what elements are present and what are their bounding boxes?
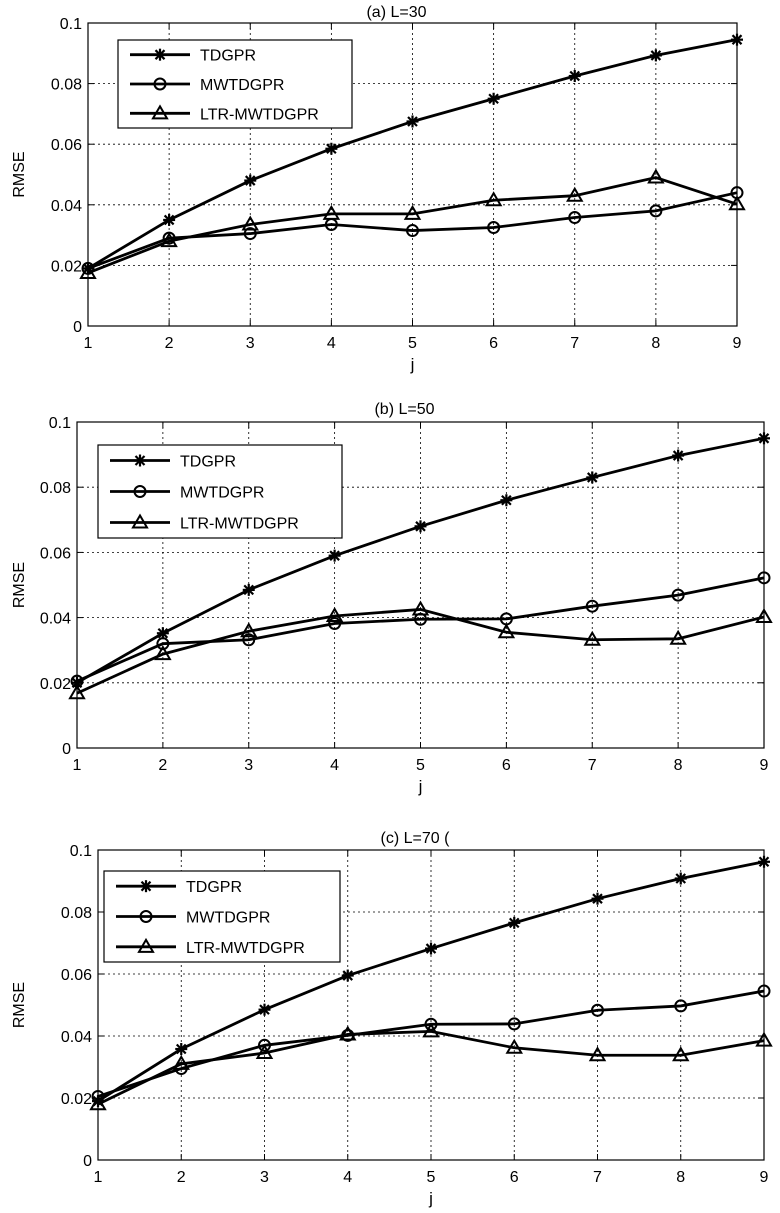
data-point-star xyxy=(175,1043,187,1055)
y-axis-label: RMSE xyxy=(11,982,28,1028)
x-axis-label: j xyxy=(418,777,423,796)
data-point-star xyxy=(259,1004,271,1016)
y-tick-label: 0 xyxy=(73,319,82,336)
y-tick-label: 0.06 xyxy=(40,545,71,562)
x-tick-label: 8 xyxy=(676,1169,685,1186)
y-tick-label: 0.1 xyxy=(70,843,92,860)
x-tick-label: 3 xyxy=(244,757,253,774)
legend-label: LTR-MWTDGPR xyxy=(180,516,299,533)
legend-marker-star xyxy=(134,455,146,467)
x-tick-label: 5 xyxy=(427,1169,436,1186)
chart-title: (c) L=70 ( xyxy=(381,830,451,847)
legend: TDGPR MWTDGPR LTR-MWTDGPR xyxy=(104,871,340,962)
y-tick-label: 0.02 xyxy=(51,258,82,275)
y-tick-label: 0.02 xyxy=(40,676,71,693)
data-point-star xyxy=(425,943,437,955)
x-tick-label: 2 xyxy=(177,1169,186,1186)
data-point-star xyxy=(244,175,256,187)
figure-canvas: 1 2 3 4 5 6 7 8 9 0 0.02 0.04 0.06 0.08 0.1 (a) L=30 j RM… xyxy=(0,0,780,1213)
data-point-star xyxy=(500,494,512,506)
x-tick-label: 9 xyxy=(760,757,769,774)
data-point-star xyxy=(508,917,520,929)
legend-label: MWTDGPR xyxy=(200,77,284,94)
x-tick-label: 9 xyxy=(733,335,742,352)
chart-panel-3: 1 2 3 4 5 6 7 8 9 0 0.02 0.04 0.06 0.08 0.1 (c) L=70 ( j… xyxy=(11,830,771,1208)
y-tick-label: 0.08 xyxy=(51,77,82,94)
chart-title: (b) L=50 xyxy=(374,401,434,418)
legend-label: TDGPR xyxy=(180,454,236,471)
y-tick-label: 0.1 xyxy=(60,16,82,33)
x-tick-label: 4 xyxy=(330,757,339,774)
data-point-star xyxy=(650,49,662,61)
x-tick-label: 2 xyxy=(165,335,174,352)
y-tick-label: 0.1 xyxy=(49,415,71,432)
x-tick-label: 6 xyxy=(502,757,511,774)
chart-panel-2: 1 2 3 4 5 6 7 8 9 0 0.02 0.04 0.06 0.08 0.1 (b) L=50 j RM… xyxy=(11,401,771,796)
data-point-star xyxy=(342,970,354,982)
chart-title: (a) L=30 xyxy=(366,4,426,21)
legend-label: TDGPR xyxy=(186,879,242,896)
data-point-star xyxy=(325,143,337,155)
y-tick-label: 0.04 xyxy=(51,198,82,215)
x-tick-label: 4 xyxy=(327,335,336,352)
legend-label: TDGPR xyxy=(200,48,256,65)
data-point-star xyxy=(569,70,581,82)
x-tick-label: 3 xyxy=(246,335,255,352)
y-tick-label: 0 xyxy=(62,741,71,758)
data-point-star xyxy=(488,93,500,105)
x-axis-label: j xyxy=(428,1189,433,1208)
data-point-star xyxy=(586,471,598,483)
data-point-star xyxy=(592,893,604,905)
x-tick-label: 8 xyxy=(674,757,683,774)
data-point-star xyxy=(672,450,684,462)
chart-panel-1: 1 2 3 4 5 6 7 8 9 0 0.02 0.04 0.06 0.08 0.1 (a) L=30 j RM… xyxy=(11,4,744,374)
x-tick-label: 7 xyxy=(588,757,597,774)
x-axis-label: j xyxy=(410,355,415,374)
y-tick-label: 0.08 xyxy=(40,480,71,497)
x-tick-label: 9 xyxy=(760,1169,769,1186)
x-tick-label: 6 xyxy=(510,1169,519,1186)
data-point-star xyxy=(243,584,255,596)
data-point-star xyxy=(758,432,770,444)
data-point-star xyxy=(675,873,687,885)
legend: TDGPR MWTDGPR LTR-MWTDGPR xyxy=(118,40,352,128)
data-point-star xyxy=(415,520,427,532)
y-tick-label: 0.04 xyxy=(40,611,71,628)
x-tick-label: 7 xyxy=(570,335,579,352)
y-tick-label: 0 xyxy=(83,1153,92,1170)
x-tick-label: 4 xyxy=(343,1169,352,1186)
y-tick-label: 0.08 xyxy=(61,905,92,922)
x-tick-label: 7 xyxy=(593,1169,602,1186)
legend-label: LTR-MWTDGPR xyxy=(186,940,305,957)
y-tick-label: 0.06 xyxy=(61,967,92,984)
legend-label: MWTDGPR xyxy=(186,910,270,927)
y-axis-label: RMSE xyxy=(11,562,28,608)
data-point-star xyxy=(758,856,770,868)
y-tick-label: 0.06 xyxy=(51,137,82,154)
data-point-star xyxy=(163,214,175,226)
x-tick-label: 1 xyxy=(84,335,93,352)
y-tick-label: 0.02 xyxy=(61,1091,92,1108)
y-axis-label: RMSE xyxy=(11,151,28,197)
x-tick-label: 1 xyxy=(73,757,82,774)
x-tick-label: 1 xyxy=(94,1169,103,1186)
x-tick-label: 5 xyxy=(408,335,417,352)
legend-marker-star xyxy=(140,880,152,892)
data-point-star xyxy=(329,550,341,562)
legend-label: MWTDGPR xyxy=(180,485,264,502)
data-point-star xyxy=(731,34,743,46)
legend-label: LTR-MWTDGPR xyxy=(200,106,319,123)
x-tick-label: 5 xyxy=(416,757,425,774)
x-tick-label: 3 xyxy=(260,1169,269,1186)
legend-marker-star xyxy=(154,49,166,61)
legend: TDGPR MWTDGPR LTR-MWTDGPR xyxy=(98,445,342,538)
x-tick-label: 6 xyxy=(489,335,498,352)
x-tick-label: 2 xyxy=(158,757,167,774)
y-tick-label: 0.04 xyxy=(61,1029,92,1046)
data-point-star xyxy=(407,115,419,127)
x-tick-label: 8 xyxy=(651,335,660,352)
